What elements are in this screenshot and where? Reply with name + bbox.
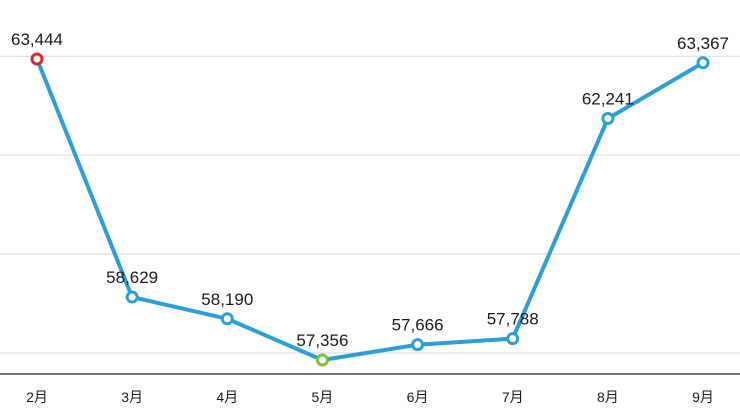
data-points — [30, 52, 710, 367]
data-labels: 63,444 58,629 58,190 57,356 57,666 57,788 62,2… — [11, 30, 729, 350]
data-label-3月: 58,629 — [106, 268, 158, 287]
data-label-8月: 62,241 — [582, 89, 634, 108]
data-point-8月 — [601, 111, 615, 125]
data-label-9月: 63,367 — [677, 34, 729, 53]
data-point-6月 — [411, 338, 425, 352]
data-point-7月 — [506, 332, 520, 346]
data-point-5月 — [315, 353, 329, 367]
series-line — [35, 57, 705, 362]
data-label-6月: 57,666 — [392, 316, 444, 335]
x-tick-label-8月: 8月 — [597, 389, 619, 405]
series-group — [35, 57, 705, 362]
data-label-2月: 63,444 — [11, 30, 63, 49]
x-tick-labels: 2月 3月 4月 5月 6月 7月 8月 9月 — [26, 389, 714, 405]
data-point-2月 — [30, 52, 44, 66]
data-label-7月: 57,788 — [487, 310, 539, 329]
data-label-4月: 58,190 — [201, 290, 253, 309]
x-tick-label-2月: 2月 — [26, 389, 48, 405]
x-tick-label-5月: 5月 — [312, 389, 334, 405]
x-tick-label-6月: 6月 — [407, 389, 429, 405]
data-point-3月 — [125, 290, 139, 304]
data-label-5月: 57,356 — [296, 331, 348, 350]
data-point-4月 — [220, 312, 234, 326]
x-tick-label-4月: 4月 — [216, 389, 238, 405]
x-tick-label-9月: 9月 — [692, 389, 714, 405]
x-tick-label-7月: 7月 — [502, 389, 524, 405]
x-tick-label-3月: 3月 — [121, 389, 143, 405]
data-point-9月 — [696, 56, 710, 70]
